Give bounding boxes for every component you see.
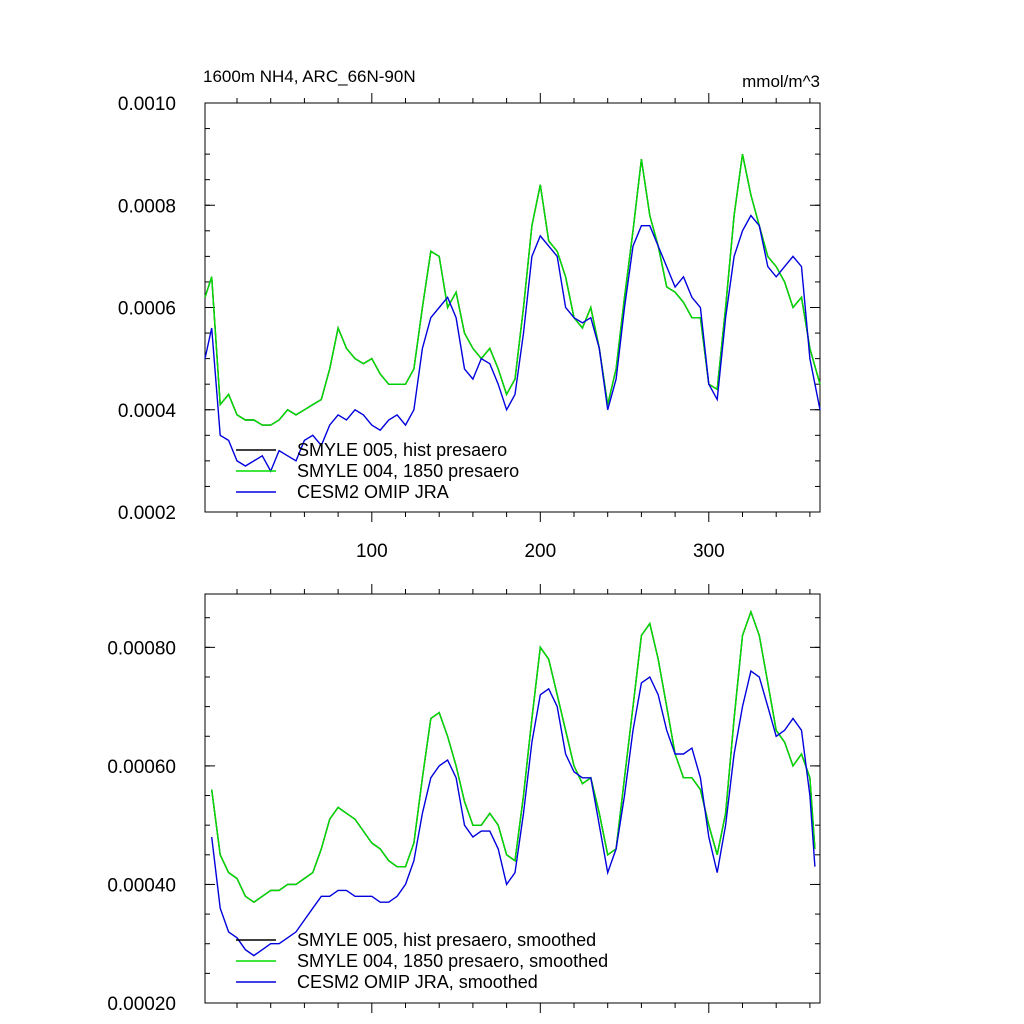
bottom-panel: 0.00020 0.00040 0.00060 0.00080 SMYLE 005, … [107,584,821,1015]
top-legend-label: SMYLE 004, 1850 presaero [297,461,519,481]
top-y-tick-label: 0.0002 [118,503,176,524]
top-x-tick-label: 100 [356,541,388,562]
bottom-series [211,609,816,957]
top-series-line-1 [204,153,821,426]
bottom-legend-label: SMYLE 005, hist presaero, smoothed [297,930,596,950]
top-series-line-2 [204,214,821,473]
top-x-tick-label: 200 [524,541,556,562]
bottom-legend: SMYLE 005, hist presaero, smoothedSMYLE … [236,930,608,992]
bottom-y-tick-label: 0.00020 [107,994,176,1015]
bottom-series-line-1 [211,609,816,904]
bottom-y-tick-label: 0.00080 [107,638,176,659]
top-x-tick-label: 300 [693,541,725,562]
top-y-tick-label: 0.0010 [118,94,176,115]
top-y-tick-label: 0.0008 [118,196,176,217]
bottom-y-tick-label: 0.00040 [107,875,176,896]
top-ticks: 0.0002 0.0004 0.0006 0.0008 0.0010 100 200 300 [118,93,820,562]
top-legend-label: SMYLE 005, hist presaero [297,440,507,460]
bottom-legend-label: SMYLE 004, 1850 presaero, smoothed [297,951,608,971]
bottom-series-line-2 [211,669,816,957]
bottom-series-line-0 [211,609,816,904]
bottom-y-tick-label: 0.00060 [107,757,176,778]
top-panel: 1600m NH4, ARC_66N-90N mmol/m^3 0.00020.… [118,67,821,562]
bottom-plot-frame [204,593,821,1004]
top-y-tick-label: 0.0006 [118,299,176,320]
bottom-legend-label: CESM2 OMIP JRA, smoothed [297,972,538,992]
top-chart-title: 1600m NH4, ARC_66N-90N [203,67,416,86]
top-y-tick-label: 0.0004 [118,401,177,422]
top-legend-label: CESM2 OMIP JRA [297,482,449,502]
bottom-ticks: 0.00020 0.00040 0.00060 0.00080 [107,584,820,1015]
top-series [204,153,821,473]
top-chart-units: mmol/m^3 [742,72,820,91]
